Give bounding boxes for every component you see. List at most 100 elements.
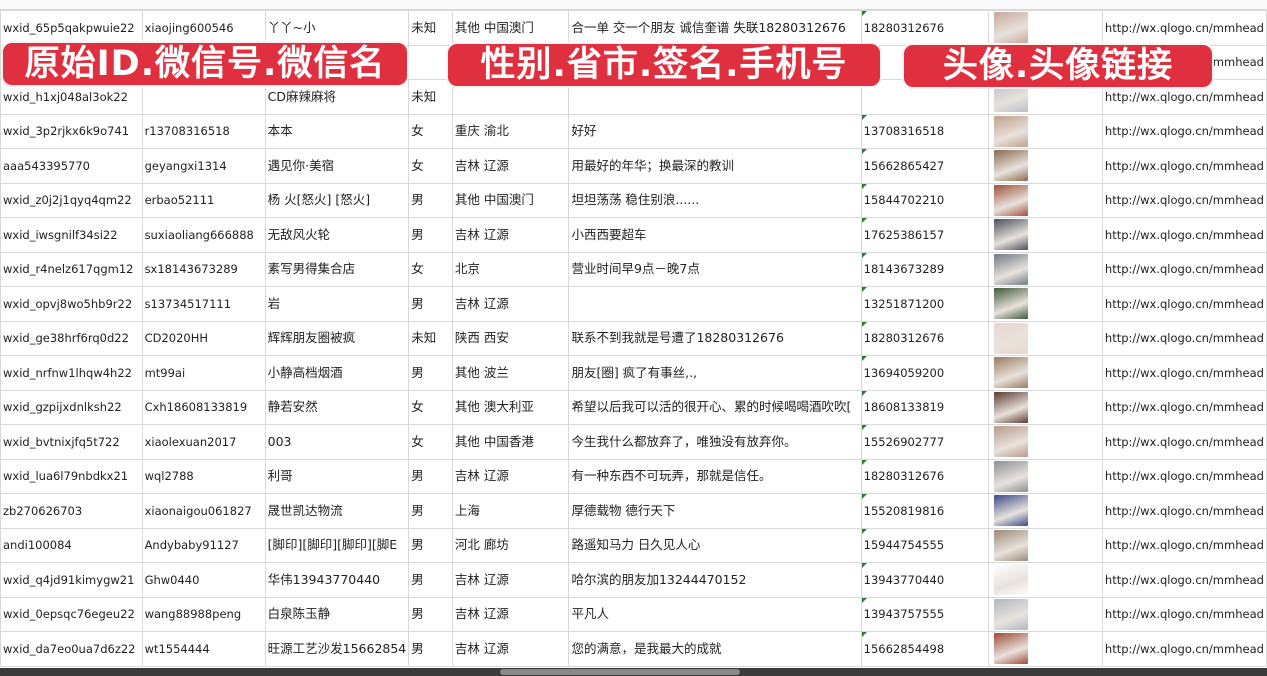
cell-wechat-id[interactable]: erbao52111 (141, 182, 266, 218)
cell-signature[interactable]: 合一单 交一个朋友 诚信奎谱 失联18280312676 (568, 10, 862, 46)
cell-avatar-url[interactable]: http://wx.qlogo.cn/mmhead (1101, 320, 1267, 356)
cell-avatar-url[interactable]: http://wx.qlogo.cn/mmhead (1101, 182, 1267, 218)
cell-nickname[interactable]: 丫丫~小 (264, 10, 410, 46)
cell-wechat-id[interactable]: Andybaby91127 (141, 527, 266, 563)
cell-phone[interactable]: 15844702210 (860, 182, 990, 218)
cell-phone[interactable]: 15662865427 (860, 148, 990, 184)
cell-original-id[interactable]: wxid_q4jd91kimygw21 (0, 562, 143, 598)
cell-gender[interactable]: 女 (408, 389, 453, 425)
cell-original-id[interactable]: wxid_da7eo0ua7d6z22 (0, 631, 143, 667)
cell-phone[interactable]: 15520819816 (860, 493, 990, 529)
cell-phone[interactable]: 18280312676 (860, 320, 990, 356)
cell-region[interactable]: 吉林 辽源 (451, 458, 570, 494)
cell-avatar[interactable] (988, 493, 1103, 529)
cell-nickname[interactable]: 利哥 (264, 458, 410, 494)
cell-nickname[interactable]: 白泉陈玉静 (264, 596, 410, 632)
cell-signature[interactable]: 平凡人 (568, 596, 862, 632)
cell-signature[interactable]: 好好 (568, 113, 862, 149)
cell-avatar[interactable] (988, 562, 1103, 598)
cell-nickname[interactable]: 岩 (264, 286, 410, 322)
cell-avatar-url[interactable]: http://wx.qlogo.cn/mmhead (1101, 217, 1267, 253)
cell-signature[interactable]: 有一种东西不可玩弄，那就是信任。 (568, 458, 862, 494)
cell-phone[interactable]: 17625386157 (860, 217, 990, 253)
cell-avatar[interactable] (988, 182, 1103, 218)
cell-wechat-id[interactable]: wt1554444 (141, 631, 266, 667)
cell-region[interactable]: 吉林 辽源 (451, 596, 570, 632)
cell-avatar-url[interactable]: http://wx.qlogo.cn/mmhead (1101, 527, 1267, 563)
cell-nickname[interactable]: 本本 (264, 113, 410, 149)
cell-nickname[interactable]: 素写男得集合店 (264, 251, 410, 287)
cell-original-id[interactable]: wxid_0epsqc76egeu22 (0, 596, 143, 632)
cell-avatar[interactable] (988, 251, 1103, 287)
cell-region[interactable]: 吉林 辽源 (451, 631, 570, 667)
cell-nickname[interactable]: 遇见你·美宿 (264, 148, 410, 184)
cell-avatar[interactable] (988, 458, 1103, 494)
cell-avatar-url[interactable]: http://wx.qlogo.cn/mmhead (1101, 596, 1267, 632)
cell-signature[interactable]: 营业时间早9点－晚7点 (568, 251, 862, 287)
cell-wechat-id[interactable]: suxiaoliang666888 (141, 217, 266, 253)
cell-signature[interactable]: 朋友[圈] 疯了有事丝,., (568, 355, 862, 391)
cell-phone[interactable]: 15526902777 (860, 424, 990, 460)
cell-signature[interactable]: 您的满意，是我最大的成就 (568, 631, 862, 667)
cell-region[interactable]: 吉林 辽源 (451, 286, 570, 322)
cell-region[interactable]: 陕西 西安 (451, 320, 570, 356)
cell-nickname[interactable]: 无敌风火轮 (264, 217, 410, 253)
cell-gender[interactable]: 男 (408, 493, 453, 529)
cell-avatar[interactable] (988, 527, 1103, 563)
cell-gender[interactable]: 男 (408, 458, 453, 494)
cell-region[interactable]: 吉林 辽源 (451, 562, 570, 598)
cell-signature[interactable] (568, 286, 862, 322)
cell-gender[interactable]: 未知 (408, 320, 453, 356)
cell-phone[interactable]: 13943757555 (860, 596, 990, 632)
cell-avatar-url[interactable]: http://wx.qlogo.cn/mmhead (1101, 458, 1267, 494)
cell-wechat-id[interactable]: xiaonaigou061827 (141, 493, 266, 529)
cell-original-id[interactable]: wxid_nrfnw1lhqw4h22 (0, 355, 143, 391)
cell-avatar-url[interactable]: http://wx.qlogo.cn/mmhead (1101, 79, 1267, 115)
cell-original-id[interactable]: wxid_opvj8wo5hb9r22 (0, 286, 143, 322)
scrollbar-thumb[interactable] (500, 669, 740, 675)
cell-phone[interactable]: 15944754555 (860, 527, 990, 563)
cell-wechat-id[interactable]: geyangxi1314 (141, 148, 266, 184)
cell-avatar[interactable] (988, 217, 1103, 253)
cell-gender[interactable]: 男 (408, 562, 453, 598)
cell-avatar-url[interactable]: http://wx.qlogo.cn/mmhead (1101, 631, 1267, 667)
cell-nickname[interactable]: 旺源工艺沙发15662854 (264, 631, 410, 667)
cell-region[interactable]: 重庆 渝北 (451, 113, 570, 149)
cell-phone[interactable]: 13708316518 (860, 113, 990, 149)
cell-phone[interactable]: 13251871200 (860, 286, 990, 322)
cell-avatar-url[interactable]: http://wx.qlogo.cn/mmhead (1101, 562, 1267, 598)
cell-signature[interactable]: 路遥知马力 日久见人心 (568, 527, 862, 563)
cell-original-id[interactable]: aaa543395770 (0, 148, 143, 184)
cell-gender[interactable]: 女 (408, 113, 453, 149)
cell-wechat-id[interactable]: wang88988peng (141, 596, 266, 632)
cell-original-id[interactable]: wxid_lua6l79nbdkx21 (0, 458, 143, 494)
cell-signature[interactable]: 希望以后我可以活的很开心、累的时候喝喝酒吹吹[ (568, 389, 862, 425)
cell-wechat-id[interactable]: r13708316518 (141, 113, 266, 149)
cell-region[interactable]: 北京 (451, 251, 570, 287)
cell-avatar[interactable] (988, 113, 1103, 149)
cell-original-id[interactable]: wxid_ge38hrf6rq0d22 (0, 320, 143, 356)
cell-original-id[interactable]: wxid_iwsgnilf34si22 (0, 217, 143, 253)
cell-original-id[interactable]: wxid_r4nelz617qgm12 (0, 251, 143, 287)
cell-region[interactable]: 其他 中国澳门 (451, 10, 570, 46)
cell-nickname[interactable]: 杨 火[怒火] [怒火] (264, 182, 410, 218)
cell-region[interactable]: 其他 澳大利亚 (451, 389, 570, 425)
cell-avatar[interactable] (988, 320, 1103, 356)
cell-wechat-id[interactable]: xiaolexuan2017 (141, 424, 266, 460)
cell-region[interactable]: 河北 廊坊 (451, 527, 570, 563)
cell-phone[interactable]: 15662854498 (860, 631, 990, 667)
cell-avatar[interactable] (988, 389, 1103, 425)
cell-region[interactable]: 其他 中国澳门 (451, 182, 570, 218)
cell-signature[interactable]: 小西西要超车 (568, 217, 862, 253)
cell-phone[interactable]: 18280312676 (860, 458, 990, 494)
cell-avatar-url[interactable]: http://wx.qlogo.cn/mmhead (1101, 424, 1267, 460)
cell-avatar[interactable] (988, 424, 1103, 460)
cell-avatar-url[interactable]: http://wx.qlogo.cn/mmhead (1101, 493, 1267, 529)
cell-nickname[interactable]: 小静高档烟酒 (264, 355, 410, 391)
cell-signature[interactable]: 哈尔滨的朋友加13244470152 (568, 562, 862, 598)
cell-original-id[interactable]: wxid_bvtnixjfq5t722 (0, 424, 143, 460)
cell-gender[interactable]: 女 (408, 424, 453, 460)
cell-wechat-id[interactable]: mt99ai (141, 355, 266, 391)
cell-gender[interactable]: 未知 (408, 79, 453, 115)
cell-original-id[interactable]: wxid_3p2rjkx6k9o741 (0, 113, 143, 149)
